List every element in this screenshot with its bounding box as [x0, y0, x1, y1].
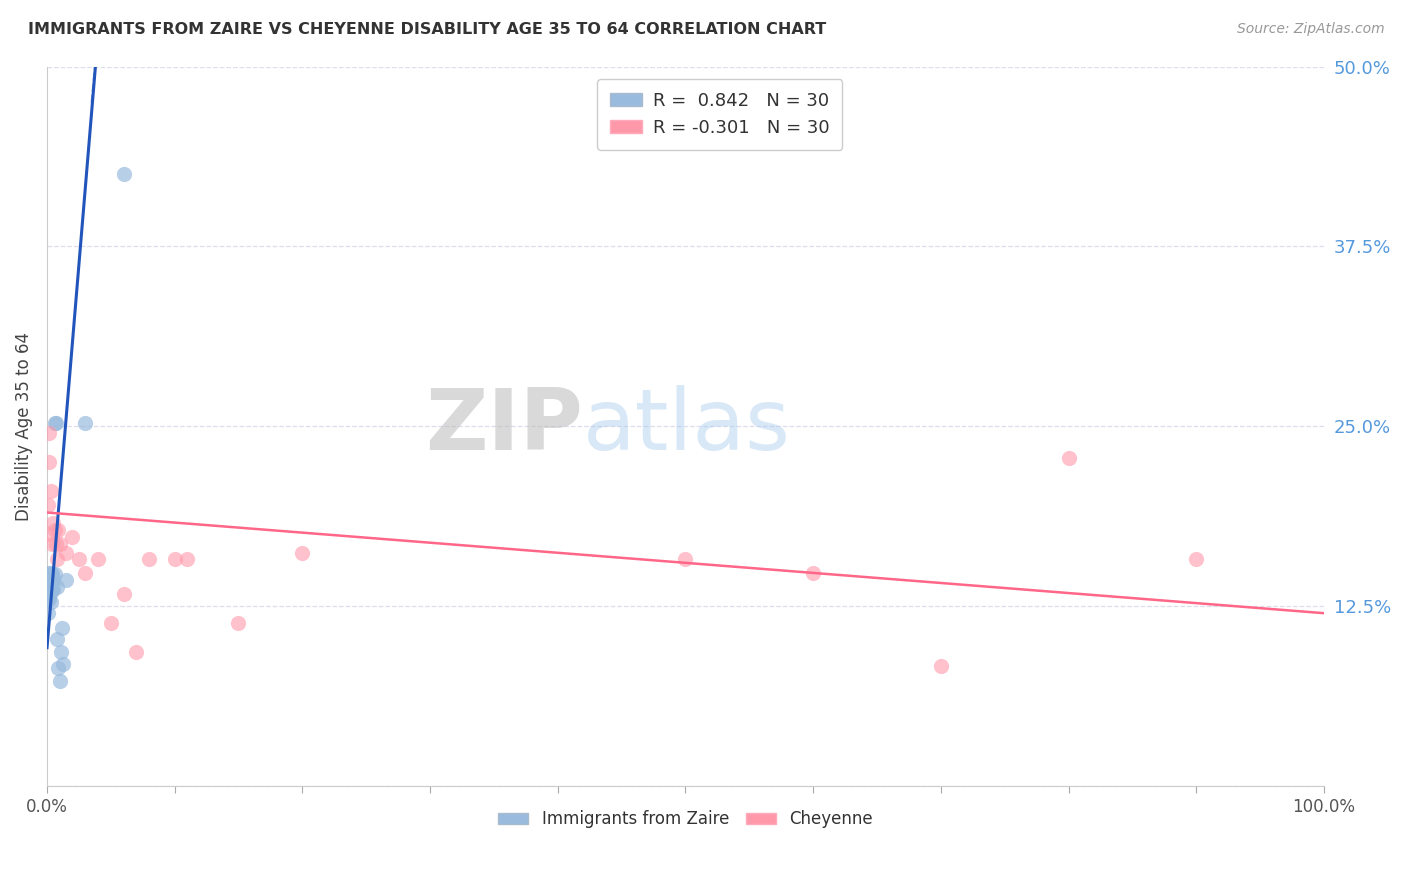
Point: [42, 516, 65, 530]
Text: ZIP: ZIP: [426, 384, 583, 467]
Point: [51, 621, 73, 635]
Point: [38, 455, 60, 469]
Point: [75, 417, 97, 431]
Point: [39, 584, 62, 599]
Text: IMMIGRANTS FROM ZAIRE VS CHEYENNE DISABILITY AGE 35 TO 64 CORRELATION CHART: IMMIGRANTS FROM ZAIRE VS CHEYENNE DISABI…: [28, 22, 827, 37]
Point: [38, 573, 60, 587]
Point: [38, 591, 60, 606]
Point: [39, 483, 62, 498]
Point: [45, 537, 67, 551]
Point: [39, 574, 62, 589]
Point: [673, 551, 696, 566]
Point: [37, 591, 59, 606]
Point: [801, 566, 824, 580]
Point: [163, 551, 186, 566]
Point: [44, 523, 66, 537]
Y-axis label: Disability Age 35 to 64: Disability Age 35 to 64: [15, 332, 32, 521]
Point: [37, 527, 59, 541]
Point: [42, 573, 65, 587]
Point: [41, 574, 63, 589]
Point: [176, 551, 198, 566]
Text: Source: ZipAtlas.com: Source: ZipAtlas.com: [1237, 22, 1385, 37]
Point: [37, 498, 59, 512]
Point: [41, 567, 63, 582]
Point: [37, 606, 59, 620]
Point: [138, 551, 160, 566]
Point: [41, 537, 63, 551]
Point: [44, 417, 66, 431]
Point: [48, 661, 70, 675]
Point: [39, 595, 62, 609]
Point: [125, 645, 148, 659]
Point: [39, 566, 62, 580]
Point: [46, 632, 69, 646]
Point: [38, 580, 60, 594]
Point: [62, 530, 84, 544]
Point: [46, 580, 69, 594]
Point: [49, 645, 72, 659]
Point: [1057, 450, 1080, 465]
Point: [291, 546, 314, 560]
Point: [929, 659, 952, 673]
Point: [42, 582, 65, 596]
Point: [55, 573, 77, 587]
Point: [75, 566, 97, 580]
Point: [55, 546, 77, 560]
Point: [45, 417, 67, 431]
Point: [37, 584, 59, 599]
Point: [100, 616, 122, 631]
Point: [48, 537, 70, 551]
Point: [48, 673, 70, 688]
Point: [112, 168, 135, 182]
Point: [46, 551, 69, 566]
Point: [228, 616, 250, 631]
Point: [48, 523, 70, 537]
Point: [52, 657, 75, 671]
Point: [38, 566, 60, 580]
Point: [1185, 551, 1208, 566]
Text: atlas: atlas: [583, 384, 792, 467]
Point: [38, 426, 60, 441]
Point: [44, 567, 66, 582]
Point: [67, 551, 90, 566]
Point: [87, 551, 110, 566]
Point: [37, 570, 59, 584]
Legend: Immigrants from Zaire, Cheyenne: Immigrants from Zaire, Cheyenne: [492, 804, 879, 835]
Point: [112, 587, 135, 601]
Point: [41, 583, 63, 598]
